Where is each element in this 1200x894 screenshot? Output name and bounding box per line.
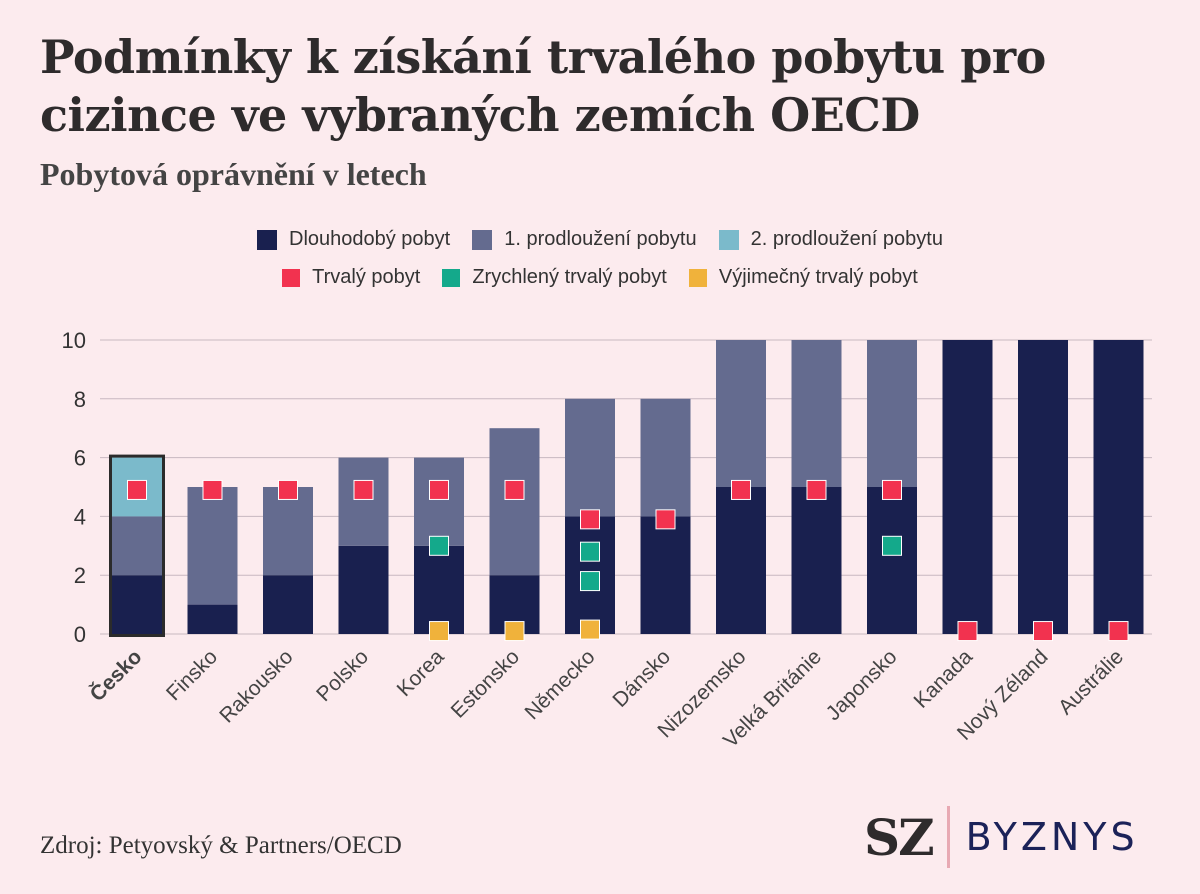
bar-nizozemsko-1 — [716, 487, 766, 634]
marker-trvaly-pobyt-rakousko-2 — [278, 479, 298, 500]
bar-japonsko-2 — [867, 340, 917, 487]
chart-subtitle: Pobytová oprávnění v letech — [40, 156, 427, 192]
marker-trvaly-pobyt-polsko-3 — [353, 479, 374, 500]
x-tick-label-finsko: Finsko — [162, 645, 222, 705]
bar-estonsko-2 — [489, 428, 540, 576]
marker-zrychleny-trvaly-pobyt-korea-0 — [429, 535, 449, 556]
x-tick-label-korea: Korea — [393, 645, 449, 701]
brand-logo-sz: SZ — [864, 807, 935, 867]
bar-finsko-1 — [187, 604, 238, 634]
marker-zrychleny-trvaly-pobyt-japonsko-3 — [882, 535, 902, 556]
bar-highlight-cesko — [109, 454, 165, 637]
marker-trvaly-pobyt-cesko-0 — [127, 479, 147, 500]
legend-swatch-dlouhodoby — [257, 229, 277, 250]
marker-trvaly-pobyt-australie-13 — [1108, 621, 1129, 642]
bar-japonsko-1 — [867, 487, 917, 634]
marker-trvaly-pobyt-nizozemsko-8 — [731, 479, 751, 500]
source-note: Zdroj: Petyovský & Partners/OECD — [40, 832, 402, 859]
y-tick-label-0: 0 — [74, 622, 86, 647]
legend-swatch-zrychleny — [442, 268, 461, 287]
bar-cesko-2 — [112, 516, 162, 576]
x-tick-label-rakousko: Rakousko — [215, 645, 297, 727]
x-tick-label-dansko: Dánsko — [608, 645, 675, 712]
marker-trvaly-pobyt-dansko-7 — [655, 509, 676, 530]
legend-item-dlouhodoby: Dlouhodobý pobyt — [257, 228, 450, 251]
bar-dansko-1 — [640, 516, 691, 634]
legend-label-trvaly: Trvalý pobyt — [312, 266, 421, 288]
legend-swatch-trvaly — [282, 268, 301, 287]
x-tick-label-cesko: Česko — [85, 645, 147, 707]
marker-trvaly-pobyt-estonsko-5 — [504, 479, 525, 500]
x-tick-label-polsko: Polsko — [312, 645, 373, 706]
legend-item-prodlouzeni-2: 2. prodloužení pobytu — [718, 228, 943, 251]
legend-label-prodlouzeni-1: 1. prodloužení pobytu — [504, 228, 697, 250]
bar-rakousko-1 — [263, 575, 313, 634]
marker-trvaly-pobyt-japonsko-10 — [882, 479, 902, 500]
legend-label-zrychleny: Zrychlený trvalý pobyt — [472, 266, 667, 288]
legend-swatch-prodlouzeni-1 — [472, 229, 493, 250]
bar-finsko-2 — [187, 487, 238, 605]
legend-swatch-prodlouzeni-2 — [718, 229, 739, 250]
bar-velka-britanie-2 — [791, 340, 842, 487]
legend-item-zrychleny: Zrychlený trvalý pobyt — [442, 266, 667, 289]
legend-swatch-vyjimecny — [688, 268, 707, 287]
bar-nizozemsko-2 — [716, 340, 766, 487]
marker-trvaly-pobyt-velka-britanie-9 — [806, 479, 827, 500]
y-tick-label-8: 8 — [74, 387, 86, 412]
legend-row-markers: Trvalý pobyt Zrychlený trvalý pobyt Výji… — [0, 266, 1200, 289]
legend-label-vyjimecny: Výjimečný trvalý pobyt — [718, 266, 918, 288]
bar-rakousko-2 — [263, 487, 313, 576]
marker-zrychleny-trvaly-pobyt-nemecko-2 — [580, 571, 600, 592]
y-tick-label-10: 10 — [62, 328, 86, 353]
marker-trvaly-pobyt-novy-zeland-12 — [1033, 621, 1053, 642]
brand-logo: SZ BYZNYS — [864, 806, 1139, 868]
marker-trvaly-pobyt-finsko-1 — [202, 479, 223, 500]
bar-cesko-1 — [112, 575, 162, 634]
bar-velka-britanie-1 — [791, 487, 842, 634]
brand-logo-byznys: BYZNYS — [965, 815, 1139, 859]
marker-trvaly-pobyt-nemecko-6 — [580, 509, 600, 530]
brand-logo-divider — [946, 806, 950, 868]
legend-row-bars: Dlouhodobý pobyt 1. prodloužení pobytu 2… — [0, 228, 1200, 251]
y-tick-label-2: 2 — [74, 563, 86, 588]
legend-label-prodlouzeni-2: 2. prodloužení pobytu — [750, 228, 943, 250]
legend-item-vyjimecny: Výjimečný trvalý pobyt — [688, 266, 918, 289]
marker-trvaly-pobyt-korea-4 — [429, 479, 449, 500]
chart-title: Podmínky k získání trvalého pobytu pro c… — [40, 30, 1046, 142]
marker-vyjimecny-trvaly-pobyt-korea-0 — [429, 621, 449, 642]
bar-korea-1 — [414, 545, 464, 634]
legend-item-prodlouzeni-1: 1. prodloužení pobytu — [472, 228, 697, 251]
bar-australie-1 — [1093, 340, 1144, 634]
bar-korea-2 — [414, 457, 464, 546]
bar-dansko-2 — [640, 398, 691, 517]
x-tick-label-nemecko: Německo — [521, 645, 600, 724]
bar-polsko-1 — [338, 545, 389, 634]
x-tick-label-australie: Austrálie — [1054, 645, 1128, 719]
y-tick-label-6: 6 — [74, 446, 86, 471]
x-tick-label-kanada: Kanada — [910, 645, 978, 713]
y-tick-label-4: 4 — [74, 504, 86, 529]
marker-vyjimecny-trvaly-pobyt-nemecko-2 — [580, 619, 600, 640]
bar-novy-zeland-1 — [1018, 340, 1068, 634]
legend-label-dlouhodoby: Dlouhodobý pobyt — [289, 228, 451, 250]
marker-vyjimecny-trvaly-pobyt-estonsko-1 — [504, 621, 525, 642]
bar-nemecko-2 — [565, 398, 615, 517]
marker-trvaly-pobyt-kanada-11 — [957, 621, 978, 642]
marker-zrychleny-trvaly-pobyt-nemecko-1 — [580, 541, 600, 562]
bar-kanada-1 — [942, 340, 993, 634]
bar-polsko-2 — [338, 457, 389, 546]
x-tick-label-japonsko: Japonsko — [822, 645, 902, 725]
legend-item-trvaly: Trvalý pobyt — [282, 266, 420, 289]
x-tick-label-estonsko: Estonsko — [447, 645, 524, 722]
